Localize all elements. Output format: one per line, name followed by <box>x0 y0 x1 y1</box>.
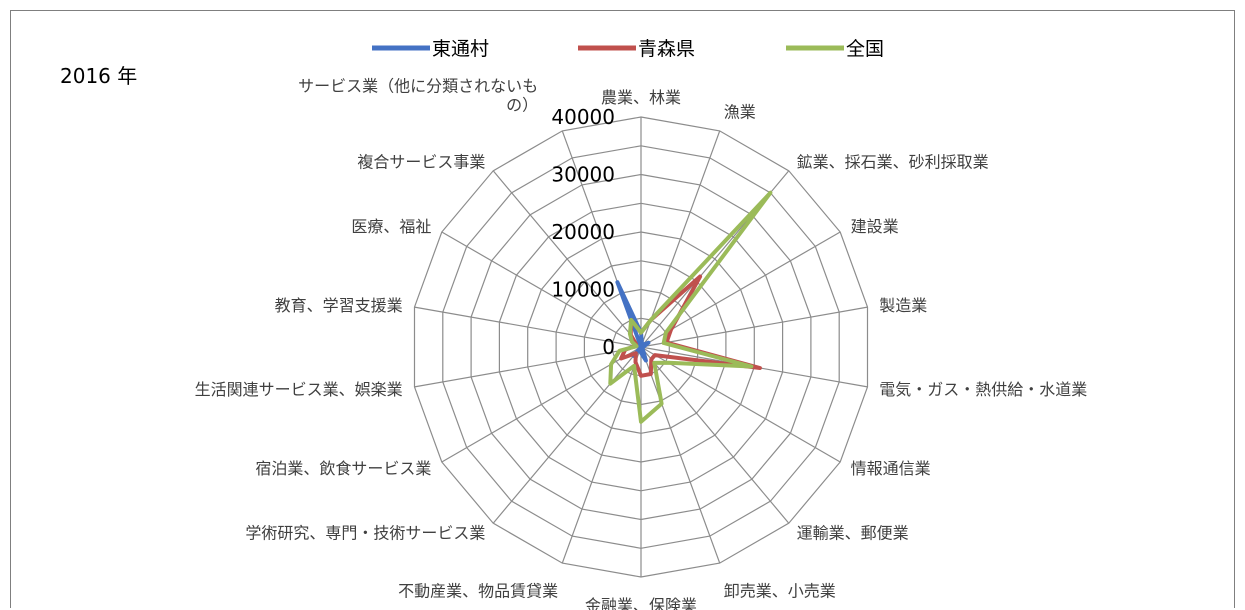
radial-tick-labels: 0 10000 20000 30000 40000 <box>551 105 615 359</box>
grid-spoke <box>441 346 642 463</box>
legend: 東通村 青森県 全国 <box>372 38 884 60</box>
radar-series <box>608 190 773 424</box>
category-label: 宿泊業、飲食サービス業 <box>255 459 431 478</box>
category-label: 不動産業、物品賃貸業 <box>398 581 558 600</box>
category-labels: 農業、林業漁業鉱業、採石業、砂利採取業建設業製造業電気・ガス・熱供給・水道業情報… <box>195 77 1088 610</box>
category-label: 学術研究、専門・技術サービス業 <box>245 523 485 542</box>
tick-label: 40000 <box>551 105 615 129</box>
grid-spoke <box>441 231 642 348</box>
category-label: 鉱業、採石業、砂利採取業 <box>797 153 989 172</box>
grid-spoke <box>561 346 642 564</box>
tick-label: 20000 <box>551 220 615 244</box>
grid-spoke <box>640 346 841 463</box>
tick-label: 10000 <box>551 278 615 302</box>
chart-title: 2016 年 <box>60 64 138 88</box>
tick-label: 30000 <box>551 163 615 187</box>
category-label: 製造業 <box>879 296 927 315</box>
grid-spoke <box>414 346 642 388</box>
category-label: 複合サービス事業 <box>357 153 485 172</box>
grid-spoke <box>640 130 721 348</box>
chart-frame <box>10 10 1235 608</box>
grid-spoke <box>414 306 642 348</box>
legend-label: 全国 <box>846 38 884 60</box>
category-label: 情報通信業 <box>851 459 931 478</box>
category-label: 教育、学習支援業 <box>275 296 403 315</box>
category-label: 建設業 <box>851 217 899 236</box>
tick-label: 0 <box>602 335 615 359</box>
grid-spoke <box>640 346 790 524</box>
grid-spoke <box>492 346 642 524</box>
category-label: 農業、林業 <box>601 88 681 107</box>
grid-spoke <box>640 346 721 564</box>
category-label: 漁業 <box>724 103 756 122</box>
category-label: 電気・ガス・熱供給・水道業 <box>879 380 1087 399</box>
category-label: 運輸業、郵便業 <box>797 523 909 542</box>
series-line <box>608 190 773 424</box>
series-line <box>615 280 651 363</box>
category-label: 医療、福祉 <box>351 217 431 236</box>
grid-spoke <box>640 306 868 348</box>
category-label: 卸売業、小売業 <box>724 581 836 600</box>
grid-spoke <box>492 170 642 348</box>
category-label: 生活関連サービス業、娯楽業 <box>195 380 403 399</box>
category-label: 金融業、保険業 <box>585 596 697 610</box>
series-line <box>619 274 762 378</box>
category-label: サービス業（他に分類されないもの） <box>298 77 538 115</box>
legend-label: 青森県 <box>638 38 695 60</box>
radar-grid <box>413 116 869 578</box>
legend-label: 東通村 <box>432 38 489 60</box>
